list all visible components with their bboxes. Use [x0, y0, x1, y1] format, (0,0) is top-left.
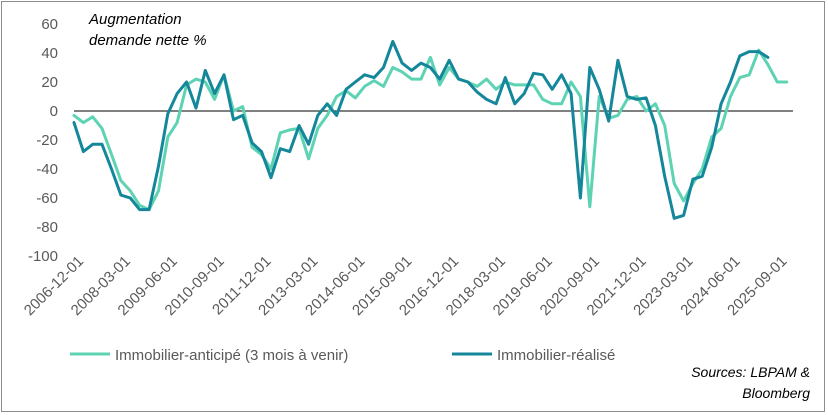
y-tick-label: 40: [41, 45, 58, 62]
series-line-anticipe: [72, 48, 789, 212]
source-note: Sources: LBPAM & Bloomberg: [691, 364, 810, 401]
y-tick-label: -100: [28, 248, 58, 265]
chart-title-line-2: demande nette %: [89, 32, 207, 49]
series-line-realise: [72, 39, 770, 220]
y-axis: 60 40 20 0 -20 -40 -60 -80 -100: [28, 16, 58, 265]
y-tick-label: -60: [36, 190, 58, 207]
source-line-2: Bloomberg: [742, 385, 810, 401]
source-line-1: Sources: LBPAM &: [691, 364, 810, 380]
series-lines: [72, 39, 789, 220]
y-tick-label: 60: [41, 16, 58, 33]
y-tick-label: -40: [36, 161, 58, 178]
y-tick-label: 20: [41, 74, 58, 91]
chart-title-line-1: Augmentation: [88, 11, 182, 28]
legend-label-realise: Immobilier-réalisé: [497, 347, 615, 364]
legend: Immobilier-anticipé (3 mois à venir) Imm…: [70, 347, 615, 364]
x-tick-labels: 2006-12-012008-03-012009-06-012010-09-01…: [21, 253, 791, 319]
chart-title: Augmentation demande nette %: [88, 11, 207, 49]
legend-label-anticipe: Immobilier-anticipé (3 mois à venir): [115, 347, 348, 364]
y-tick-label: -80: [36, 219, 58, 236]
y-tick-label: 0: [50, 103, 58, 120]
y-tick-label: -20: [36, 132, 58, 149]
